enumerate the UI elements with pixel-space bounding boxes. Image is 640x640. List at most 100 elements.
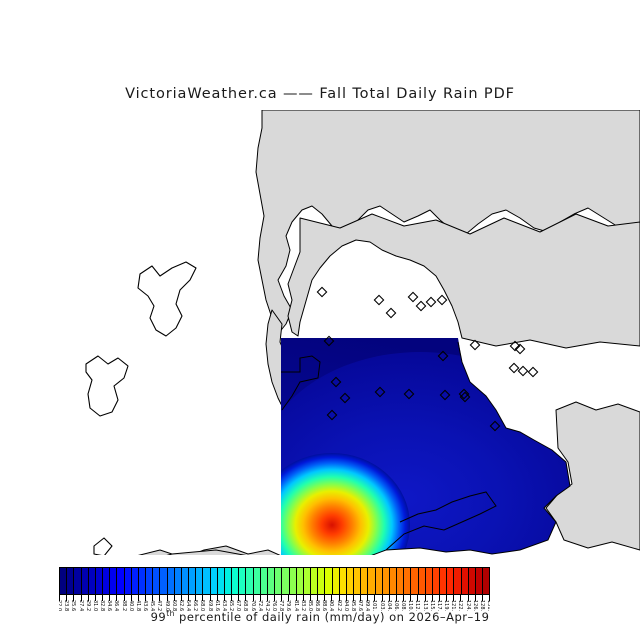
colorbar-tick-58 bbox=[475, 595, 476, 601]
colorbar-bin-24 bbox=[232, 568, 240, 594]
colorbar-bin-22 bbox=[217, 568, 225, 594]
station-marker[interactable] bbox=[489, 420, 501, 432]
colorbar-bin-12 bbox=[146, 568, 154, 594]
island-outline-central bbox=[85, 355, 129, 417]
colorbar-tick-40 bbox=[346, 595, 347, 601]
colorbar-bin-3 bbox=[81, 568, 89, 594]
colorbar-tick-47 bbox=[396, 595, 397, 601]
colorbar-bin-52 bbox=[432, 568, 441, 594]
station-marker[interactable] bbox=[469, 339, 481, 351]
colorbar-bin-25 bbox=[239, 568, 247, 594]
station-marker[interactable] bbox=[323, 335, 335, 347]
colorbar-bin-32 bbox=[289, 568, 297, 594]
colorbar-tick-12 bbox=[145, 595, 146, 601]
colorbar-tick-1 bbox=[66, 595, 67, 601]
colorbar-bin-9 bbox=[124, 568, 132, 594]
colorbar-tick-35 bbox=[310, 595, 311, 601]
colorbar-tick-6 bbox=[102, 595, 103, 601]
colorbar-tick-10 bbox=[131, 595, 132, 601]
colorbar-tick-37 bbox=[324, 595, 325, 601]
colorbar[interactable] bbox=[59, 567, 490, 595]
station-marker[interactable] bbox=[508, 362, 520, 374]
station-marker[interactable] bbox=[458, 388, 470, 400]
station-marker[interactable] bbox=[514, 343, 526, 355]
colorbar-bin-40 bbox=[346, 568, 355, 594]
colorbar-bin-15 bbox=[167, 568, 175, 594]
colorbar-bin-31 bbox=[282, 568, 290, 594]
colorbar-bin-44 bbox=[375, 568, 383, 594]
colorbar-bin-16 bbox=[174, 568, 182, 594]
station-marker[interactable] bbox=[517, 365, 529, 377]
station-marker[interactable] bbox=[330, 376, 342, 388]
map-panel[interactable] bbox=[0, 110, 640, 555]
station-marker[interactable] bbox=[326, 409, 338, 421]
colorbar-tick-8 bbox=[116, 595, 117, 601]
colorbar-bin-17 bbox=[181, 568, 190, 594]
colorbar-bin-30 bbox=[275, 568, 283, 594]
colorbar-bin-13 bbox=[153, 568, 161, 594]
colorbar-tick-15 bbox=[167, 595, 168, 601]
colorbar-bin-5 bbox=[95, 568, 104, 594]
colorbar-tick-24 bbox=[231, 595, 232, 601]
station-marker[interactable] bbox=[407, 291, 419, 303]
colorbar-caption: 99th percentile of daily rain (mm/day) o… bbox=[0, 609, 640, 624]
colorbar-tick-43 bbox=[367, 595, 368, 601]
colorbar-tick-34 bbox=[303, 595, 304, 601]
station-marker[interactable] bbox=[437, 350, 449, 362]
landmass-northeast-plateau bbox=[287, 213, 640, 349]
colorbar-tick-41 bbox=[353, 595, 354, 601]
colorbar-tick-32 bbox=[288, 595, 289, 601]
colorbar-tick-19 bbox=[195, 595, 196, 601]
colorbar-tick-57 bbox=[468, 595, 469, 601]
colorbar-bin-46 bbox=[389, 568, 398, 594]
page-title: VictoriaWeather.ca —— Fall Total Daily R… bbox=[125, 86, 515, 102]
colorbar-tick-4 bbox=[88, 595, 89, 601]
colorbar-bin-10 bbox=[131, 568, 139, 594]
station-marker[interactable] bbox=[527, 366, 539, 378]
station-marker[interactable] bbox=[425, 296, 437, 308]
caption-percentile: 99 bbox=[150, 609, 167, 624]
colorbar-tick-17 bbox=[181, 595, 182, 601]
colorbar-tick-53 bbox=[439, 595, 440, 601]
caption-text: percentile of daily rain (mm/day) on bbox=[174, 609, 409, 624]
station-marker[interactable] bbox=[385, 307, 397, 319]
station-marker[interactable] bbox=[439, 389, 451, 401]
colorbar-tick-13 bbox=[152, 595, 153, 601]
colorbar-bin-34 bbox=[303, 568, 312, 594]
station-marker[interactable] bbox=[339, 392, 351, 404]
land-layer bbox=[137, 110, 640, 555]
station-markers-layer[interactable] bbox=[316, 286, 539, 432]
colorbar-bin-39 bbox=[339, 568, 347, 594]
colorbar-tick-44 bbox=[374, 595, 375, 601]
colorbar-bin-21 bbox=[210, 568, 218, 594]
colorbar-tick-26 bbox=[245, 595, 246, 601]
colorbar-tick-33 bbox=[296, 595, 297, 601]
colorbar-tick-9 bbox=[124, 595, 125, 601]
colorbar-tick-54 bbox=[446, 595, 447, 601]
colorbar-bin-27 bbox=[253, 568, 261, 594]
colorbar-tick-20 bbox=[202, 595, 203, 601]
station-marker[interactable] bbox=[403, 388, 415, 400]
station-marker[interactable] bbox=[373, 294, 385, 306]
station-marker[interactable] bbox=[459, 391, 471, 403]
colorbar-tick-60 bbox=[489, 595, 490, 601]
colorbar-bin-36 bbox=[318, 568, 326, 594]
station-marker[interactable] bbox=[415, 300, 427, 312]
colorbar-bin-23 bbox=[224, 568, 233, 594]
colorbar-bin-50 bbox=[418, 568, 426, 594]
colorbar-tick-46 bbox=[389, 595, 390, 601]
colorbar-tick-5 bbox=[95, 595, 96, 601]
station-marker[interactable] bbox=[316, 286, 328, 298]
colorbar-ticks bbox=[59, 595, 490, 601]
colorbar-tick-28 bbox=[260, 595, 261, 601]
colorbar-tick-3 bbox=[81, 595, 82, 601]
station-marker[interactable] bbox=[374, 386, 386, 398]
map-canvas[interactable] bbox=[0, 110, 640, 555]
colorbar-tick-51 bbox=[425, 595, 426, 601]
station-marker[interactable] bbox=[436, 294, 448, 306]
colorbar-tick-2 bbox=[73, 595, 74, 601]
colorbar-tick-30 bbox=[274, 595, 275, 601]
station-marker[interactable] bbox=[509, 340, 521, 352]
colorbar-bin-8 bbox=[117, 568, 125, 594]
